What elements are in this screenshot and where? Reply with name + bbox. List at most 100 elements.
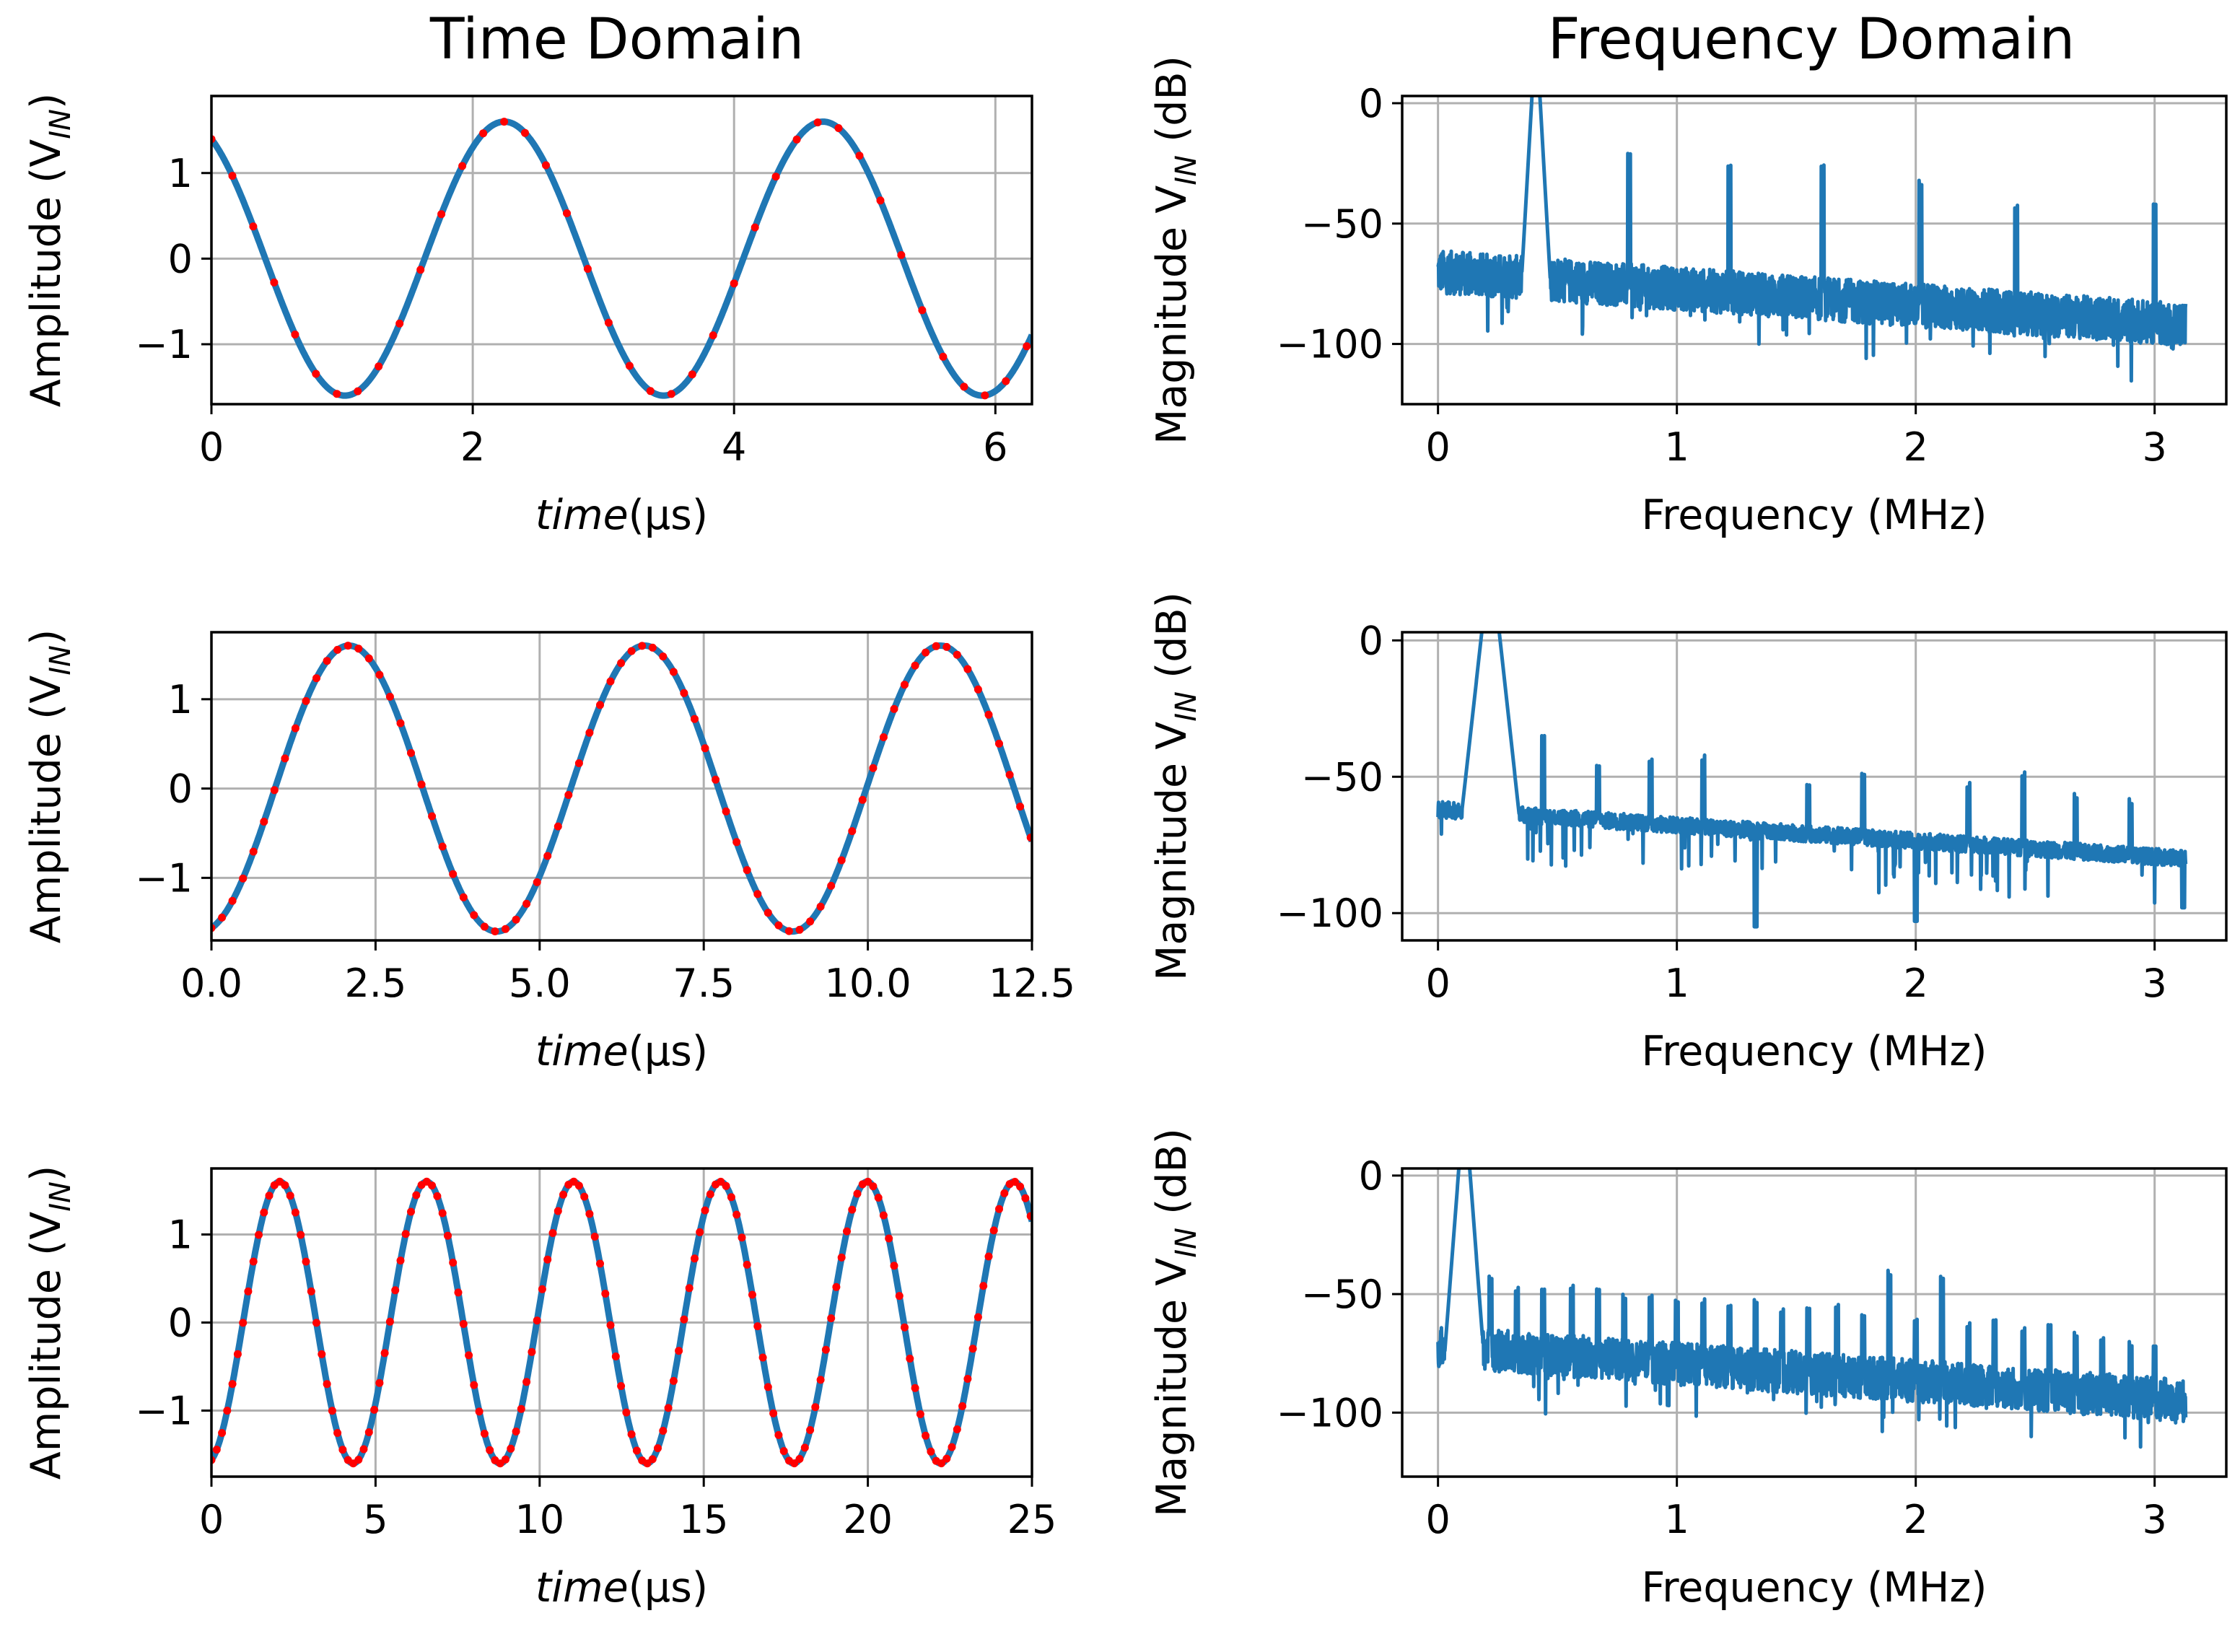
x-axis-label-unit: (µs)	[629, 1028, 708, 1075]
sample-point	[554, 822, 562, 831]
sample-point	[1016, 803, 1025, 811]
sample-point	[963, 1375, 972, 1383]
sample-point	[437, 210, 446, 219]
sample-point	[265, 1192, 274, 1200]
axes-frame	[1401, 631, 2228, 942]
y-axis-label: Amplitude (VIN)	[22, 93, 77, 407]
sample-point	[876, 196, 885, 205]
sample-point	[328, 1407, 336, 1415]
sample-point	[937, 1459, 945, 1468]
sample-point	[813, 118, 822, 127]
y-axis-label: Magnitude VIN (dB)	[1148, 1128, 1203, 1517]
sample-point	[701, 744, 709, 753]
sample-point	[764, 1383, 772, 1391]
sample-point	[585, 1210, 594, 1218]
time-domain-title: Time Domain	[429, 7, 805, 72]
sample-point	[827, 881, 836, 890]
sample-point	[239, 1319, 248, 1327]
sample-point	[596, 1259, 604, 1268]
sample-point	[370, 1405, 379, 1414]
sample-point	[753, 890, 762, 899]
x-tick-label: 5	[363, 1497, 388, 1542]
sample-point	[223, 1407, 232, 1415]
sample-point	[533, 878, 541, 886]
sample-point	[1026, 834, 1032, 842]
sample-point	[491, 927, 499, 935]
sample-point	[212, 1446, 221, 1454]
sample-point	[486, 1446, 494, 1454]
sample-point	[433, 1192, 442, 1200]
sample-point	[960, 383, 968, 391]
y-axis-label-end: (dB)	[1148, 1128, 1196, 1228]
axes-frame	[1401, 95, 2228, 406]
sample-point	[380, 1349, 389, 1358]
x-axis-label: Frequency (MHz)	[1641, 1564, 1987, 1612]
sample-point	[654, 1444, 662, 1453]
sample-point	[417, 780, 426, 789]
x-tick-label: 12.5	[989, 961, 1075, 1006]
sample-point	[879, 733, 888, 741]
sample-point	[625, 362, 634, 370]
sample-point	[395, 319, 404, 328]
x-axis-label-var: time	[535, 1564, 629, 1612]
sample-point	[601, 1290, 610, 1298]
sample-point	[795, 1455, 804, 1463]
y-tick-label: 1	[168, 677, 193, 722]
y-axis-label-text: Magnitude V	[1148, 722, 1196, 981]
sample-point	[953, 1425, 961, 1433]
sample-point	[706, 1190, 714, 1199]
sample-point	[244, 1287, 253, 1295]
sample-point	[638, 642, 647, 650]
sample-point	[922, 648, 930, 657]
sample-point	[249, 222, 258, 231]
sample-point	[270, 278, 279, 287]
sample-point	[291, 1208, 299, 1217]
sample-point	[712, 775, 720, 784]
data-area	[211, 642, 1032, 935]
sample-point	[543, 1255, 552, 1264]
y-axis-label-end: (dB)	[1148, 592, 1196, 691]
sample-point	[391, 1286, 400, 1295]
sample-point	[792, 135, 801, 144]
sample-point	[444, 1231, 452, 1240]
sample-point	[981, 391, 989, 400]
y-axis-label: Amplitude (VIN)	[22, 1166, 77, 1480]
sample-point	[375, 1378, 384, 1387]
x-axis-label: time(µs)	[535, 1564, 708, 1612]
sample-point	[774, 921, 783, 930]
sample-point	[512, 1428, 520, 1435]
x-axis-label: time(µs)	[535, 491, 708, 539]
sample-point	[811, 1403, 820, 1412]
x-axis-label-var: time	[535, 1028, 629, 1075]
y-axis-label-sub: IN	[44, 109, 77, 139]
sample-point	[563, 209, 571, 217]
y-tick-label: −50	[1301, 754, 1383, 800]
sample-point	[622, 1408, 631, 1417]
sample-point	[806, 1426, 815, 1434]
sample-point	[218, 1429, 227, 1437]
sample-point	[1005, 771, 1014, 779]
y-axis-label-sub: IN	[1170, 1228, 1203, 1258]
y-tick-label: 0	[168, 766, 193, 812]
x-tick-label: 2	[460, 424, 485, 470]
sample-point	[407, 1207, 415, 1216]
sample-point	[255, 1231, 263, 1239]
sample-point	[428, 1181, 437, 1190]
sample-point	[465, 1351, 473, 1360]
sample-point	[1016, 1182, 1025, 1191]
freq-1-plot: 0 1 2 3 0 −50 −100 Frequency (MHz) Magnitude VIN…	[1148, 56, 2228, 539]
x-tick-label: 1	[1664, 1497, 1689, 1542]
sample-point	[627, 1430, 636, 1438]
y-axis-label-sub: IN	[1170, 691, 1203, 722]
sample-point	[1010, 1178, 1019, 1186]
sample-point	[675, 1347, 683, 1355]
sample-point	[858, 795, 867, 804]
y-tick-label: −1	[135, 322, 193, 367]
sample-point	[459, 893, 468, 901]
sample-point	[249, 1257, 258, 1266]
sample-point	[669, 668, 678, 676]
